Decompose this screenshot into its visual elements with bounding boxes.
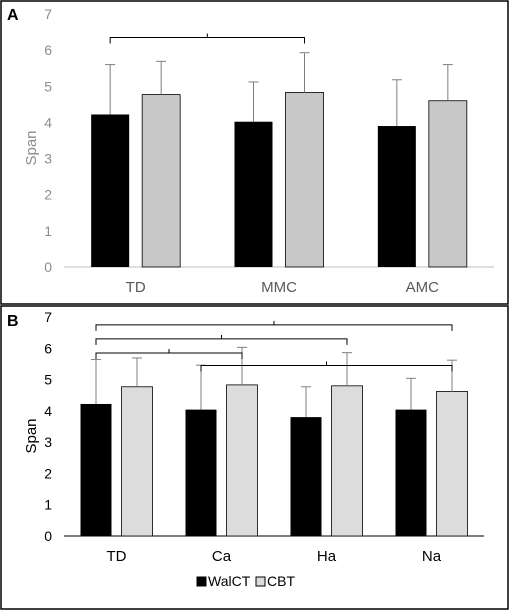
panel-b-bar-walct-ha (290, 417, 322, 536)
panel-a-category-label: AMC (406, 279, 440, 296)
panel-a-y-tick-label: 3 (44, 151, 52, 167)
panel-b-frame (0, 305, 509, 610)
panel-b-y-tick-label: 5 (44, 372, 52, 388)
panel-a-bar-cbt-amc (428, 100, 468, 268)
panel-a-y-tick-label: 5 (44, 78, 52, 94)
legend-swatch-walct (196, 576, 207, 587)
panel-a-category-label: MMC (261, 279, 297, 296)
panel-a-y-tick-label: 0 (44, 259, 52, 275)
panel-a-y-tick-label: 7 (44, 6, 52, 22)
panel-b: B Span 0 1 2 3 4 5 6 7 TD Ca Ha Na WalCT CBT (0, 305, 509, 610)
panel-b-bar-walct-na (395, 409, 427, 536)
panel-a-bar-walct-mmc (234, 121, 273, 267)
legend: WalCT CBT (196, 573, 295, 589)
panel-a-bar-cbt-td (141, 94, 181, 268)
panel-a-plot: 0 1 2 3 4 5 6 7 TD MMC AMC (44, 6, 494, 296)
panel-b-y-tick-label: 3 (44, 434, 52, 450)
panel-b-y-tick-label: 7 (44, 309, 52, 325)
panel-a-label: A (7, 7, 19, 24)
panel-b-bar-walct-td (80, 403, 112, 536)
panel-a-y-tick-label: 6 (44, 42, 52, 58)
legend-swatch-cbt (255, 576, 266, 587)
panel-b-bar-cbt-ca (226, 384, 258, 537)
panel-b-plot: 0 1 2 3 4 5 6 7 TD Ca Ha Na (44, 309, 484, 565)
panel-a-comparison-bracket (109, 36, 305, 44)
panel-b-bar-walct-ca (185, 409, 217, 536)
legend-label-walct: WalCT (208, 573, 251, 589)
panel-b-category-label: Na (422, 548, 442, 565)
panel-b-comparison-bracket (95, 338, 348, 345)
panel-b-bar-cbt-na (436, 391, 468, 537)
panel-b-y-axis-title: Span (23, 418, 40, 453)
panel-a-y-axis-title: Span (23, 130, 40, 165)
panel-b-comparison-bracket (200, 364, 453, 372)
panel-b-y-tick-label: 2 (44, 465, 52, 481)
panel-b-label: B (7, 313, 19, 330)
panel-b-y-tick-label: 0 (44, 528, 52, 544)
panel-a-y-tick-label: 2 (44, 187, 52, 203)
panel-a-y-tick-label: 1 (44, 223, 52, 239)
panel-b-y-tick-label: 4 (44, 403, 52, 419)
panel-a-frame (0, 0, 509, 305)
panel-b-y-tick-label: 1 (44, 497, 52, 513)
panel-a-category-label: TD (126, 279, 146, 296)
panel-b-category-label: Ha (317, 548, 337, 565)
panel-a-bar-cbt-mmc (285, 92, 324, 268)
panel-b-bar-cbt-td (121, 386, 153, 537)
panel-b-category-label: Ca (212, 548, 232, 565)
panel-b-bar-cbt-ha (331, 385, 363, 537)
panel-b-y-tick-label: 6 (44, 340, 52, 356)
panel-b-comparison-bracket (95, 324, 453, 331)
panel-a-bar-walct-amc (377, 126, 416, 268)
panel-a-bar-walct-td (91, 114, 130, 267)
legend-label-cbt: CBT (267, 573, 295, 589)
panel-a-y-tick-label: 4 (44, 114, 52, 130)
panel-b-comparison-bracket (95, 352, 243, 359)
panel-b-category-label: TD (107, 548, 127, 565)
panel-a: A Span 0 1 2 3 4 5 6 7 TD MMC AMC (0, 0, 509, 305)
